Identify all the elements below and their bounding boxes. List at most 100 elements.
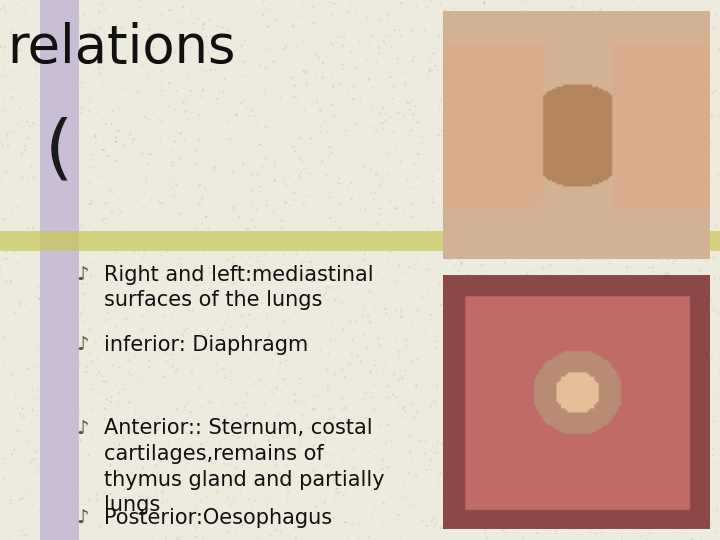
Point (451, 482, 463, 490)
Point (693, 413, 704, 421)
Point (12, 259, 23, 268)
Point (392, 511, 404, 519)
Point (263, 158, 274, 166)
Point (228, 436, 239, 445)
Point (568, 138, 580, 147)
Point (148, 52, 160, 61)
Point (15, 485, 27, 494)
Point (273, 411, 284, 420)
Point (40, 326, 52, 335)
Point (263, 436, 274, 444)
Point (244, 381, 256, 390)
Point (458, 423, 469, 431)
Point (302, 308, 313, 316)
Point (219, 75, 230, 84)
Point (601, 336, 613, 345)
Point (6, 28, 17, 36)
Point (714, 353, 720, 362)
Point (463, 296, 474, 305)
Point (347, 335, 359, 344)
Point (198, 59, 210, 68)
Point (412, 406, 423, 415)
Point (583, 17, 595, 26)
Point (227, 136, 238, 144)
Point (421, 301, 433, 309)
Point (421, 522, 433, 531)
Point (194, 425, 205, 434)
Point (425, 56, 436, 65)
Point (391, 146, 402, 154)
Point (670, 462, 682, 471)
Point (45, 278, 57, 287)
Point (269, 462, 281, 470)
Point (343, 360, 354, 368)
Point (423, 224, 435, 233)
Point (156, 81, 167, 90)
Point (526, 137, 537, 145)
Point (283, 334, 294, 343)
Point (471, 490, 482, 499)
Point (396, 312, 408, 321)
Point (153, 344, 165, 353)
Point (335, 179, 346, 188)
Point (393, 348, 405, 356)
Point (585, 429, 597, 437)
Point (549, 530, 561, 538)
Point (620, 507, 631, 516)
Point (612, 442, 624, 450)
Point (166, 184, 177, 193)
Point (537, 121, 549, 130)
Point (183, 230, 194, 238)
Point (233, 408, 244, 417)
Point (230, 452, 242, 461)
Point (568, 173, 580, 182)
Point (141, 40, 153, 49)
Point (405, 501, 416, 510)
Point (549, 284, 560, 292)
Point (590, 159, 602, 168)
Point (218, 330, 230, 339)
Point (196, 482, 207, 491)
Point (222, 528, 233, 536)
Point (608, 232, 620, 240)
Point (275, 216, 287, 225)
Point (616, 536, 628, 540)
Point (279, 176, 290, 185)
Point (675, 146, 687, 154)
Point (181, 429, 192, 437)
Point (669, 410, 680, 418)
Point (218, 460, 230, 468)
Point (143, 150, 155, 158)
Point (70, 377, 81, 386)
Point (42, 517, 54, 526)
Point (636, 225, 648, 233)
Point (462, 409, 473, 417)
Point (134, 0, 145, 4)
Point (576, 145, 588, 153)
Point (462, 353, 474, 362)
Point (370, 126, 382, 135)
Point (71, 506, 82, 515)
Point (15, 12, 27, 21)
Point (172, 475, 184, 484)
Point (186, 368, 198, 377)
Point (447, 284, 459, 293)
Point (156, 67, 168, 76)
Point (251, 451, 262, 460)
Point (346, 179, 357, 187)
Point (325, 149, 337, 158)
Point (421, 72, 433, 81)
Point (406, 357, 418, 366)
Point (622, 89, 634, 97)
Point (261, 123, 272, 132)
Point (166, 294, 177, 303)
Point (637, 480, 649, 489)
Point (8, 446, 19, 455)
Point (657, 333, 668, 342)
Point (43, 309, 55, 318)
Point (369, 380, 380, 389)
Point (300, 164, 312, 172)
Point (235, 498, 247, 507)
Point (76, 280, 88, 288)
Point (639, 377, 651, 386)
